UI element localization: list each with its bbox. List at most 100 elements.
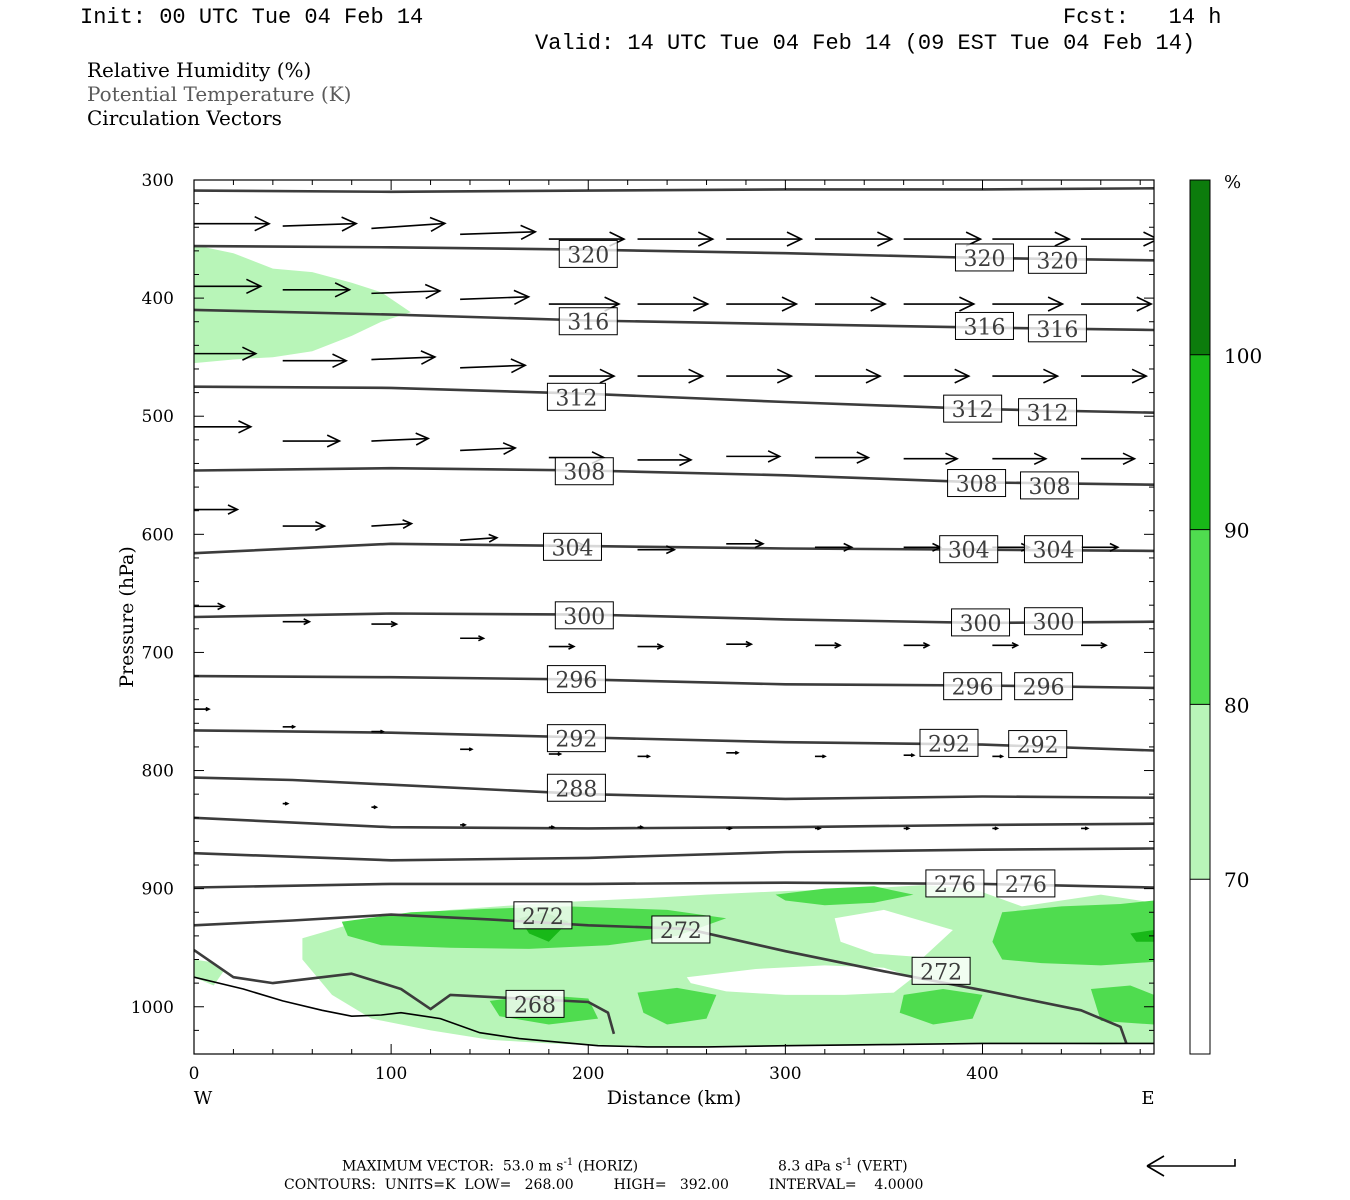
reference-vector-arrow: [1146, 1155, 1236, 1177]
theta-label-text: 308: [956, 473, 998, 498]
circulation-vector: [371, 805, 379, 810]
theta-label-300: 300: [1023, 607, 1083, 636]
theta-label-text: 296: [555, 669, 597, 694]
y-tick-label: 800: [142, 762, 174, 782]
vector-head: [1100, 641, 1108, 649]
circulation-vector: [371, 350, 437, 365]
theta-label-text: 276: [1005, 873, 1047, 898]
circulation-vector: [194, 420, 253, 434]
rh-region-70: [302, 885, 1154, 1047]
theta-label-text: 312: [555, 386, 597, 411]
theta-label-316: 316: [954, 311, 1014, 340]
vector-head: [291, 724, 297, 729]
theta-label-text: 300: [960, 612, 1002, 637]
vector-head: [834, 641, 842, 649]
theta-label-296: 296: [1014, 672, 1074, 701]
theta-label-276: 276: [996, 869, 1056, 898]
circulation-vector: [460, 358, 528, 374]
y-axis-label: Pressure (hPa): [116, 546, 138, 688]
y-tick-label: 600: [142, 525, 174, 545]
circulation-vector: [637, 754, 652, 759]
vector-head: [1136, 296, 1154, 312]
max-vector-label: MAXIMUM VECTOR:: [342, 1158, 494, 1175]
circulation-vector: [726, 539, 765, 549]
theta-label-320: 320: [558, 239, 618, 268]
circulation-vector: [814, 641, 842, 649]
circulation-vector: [726, 826, 734, 831]
theta-label-box: [554, 457, 614, 486]
vector-head: [734, 750, 740, 755]
circulation-vector: [992, 754, 1005, 759]
vector-head: [402, 519, 414, 529]
circulation-vector: [282, 801, 290, 806]
vector-head: [478, 635, 486, 642]
colorbar-unit: %: [1224, 172, 1241, 193]
circulation-vector: [903, 826, 911, 831]
circulation-vector: [726, 750, 740, 755]
theta-contour-312: [194, 385, 1154, 414]
vector-head: [205, 706, 211, 712]
y-tick-label: 400: [142, 289, 174, 309]
vector-head: [326, 434, 342, 448]
vector-head: [856, 451, 871, 464]
circulation-vector: [1081, 826, 1090, 831]
theta-label-304: 304: [1023, 535, 1083, 564]
rh-region-80: [992, 900, 1154, 966]
x-axis-label: Distance (km): [607, 1087, 742, 1109]
circulation-vector: [371, 620, 399, 628]
theta-label-text: 304: [948, 539, 990, 564]
vector-head: [994, 826, 1000, 831]
theta-label-box: [939, 535, 999, 564]
colorbar: 70 80 90 100: [1189, 179, 1262, 1055]
theta-contour-268: [194, 949, 616, 1035]
theta-label-268: 268: [505, 989, 565, 1018]
max-vector-horiz-exp: -1: [563, 1157, 574, 1168]
valid-time: Valid: 14 UTC Tue 04 Feb 14 (09 EST Tue …: [535, 31, 1196, 56]
vector-head: [568, 643, 576, 650]
theta-label-304: 304: [542, 532, 602, 561]
circulation-vector: [726, 231, 804, 247]
forecast-hour: Fcst: 14 h: [1063, 5, 1222, 30]
vector-head: [429, 216, 447, 232]
vector-head: [424, 283, 442, 300]
vector-head: [959, 296, 976, 312]
theta-label-272: 272: [513, 901, 573, 930]
theta-contour-layer: [194, 187, 1154, 1044]
vector-head: [656, 643, 665, 650]
theta-label-text: 272: [920, 960, 962, 985]
theta-label-text: 320: [567, 243, 609, 268]
theta-label-320: 320: [954, 243, 1014, 272]
theta-label-320: 320: [1027, 245, 1087, 274]
circulation-vector: [726, 640, 754, 648]
theta-label-text: 300: [1032, 611, 1074, 636]
theta-label-text: 272: [660, 919, 702, 944]
vector-head: [550, 825, 556, 830]
circulation-vector: [282, 353, 349, 369]
theta-label-text: 272: [522, 905, 564, 930]
circulation-vector: [1081, 231, 1154, 247]
theta-label-300: 300: [951, 608, 1011, 637]
vector-shaft: [371, 356, 435, 361]
legend-potential-temperature: Potential Temperature (K): [87, 82, 352, 106]
colorbar-tick-label: 100: [1224, 344, 1262, 368]
x-axis-west-label: W: [194, 1088, 213, 1109]
theta-label-box: [546, 724, 606, 753]
vector-head: [665, 545, 677, 555]
circulation-vector: [460, 289, 531, 306]
theta-label-text: 304: [1032, 539, 1074, 564]
circulation-vector: [460, 442, 518, 456]
circulation-vector: [814, 826, 822, 831]
vector-head: [697, 231, 715, 247]
vector-shaft: [460, 231, 536, 236]
x-tick-label: 0: [189, 1064, 200, 1084]
circulation-vector: [992, 826, 1000, 831]
circulation-vector: [194, 215, 271, 232]
circulation-vector: [1081, 368, 1149, 384]
vector-head: [246, 278, 263, 295]
circulation-vector: [992, 296, 1065, 312]
circulation-vector: [460, 533, 499, 543]
theta-label-box: [542, 532, 602, 561]
vector-head: [520, 224, 538, 241]
theta-label-box: [1020, 471, 1080, 500]
theta-contour-296: [194, 674, 1154, 690]
